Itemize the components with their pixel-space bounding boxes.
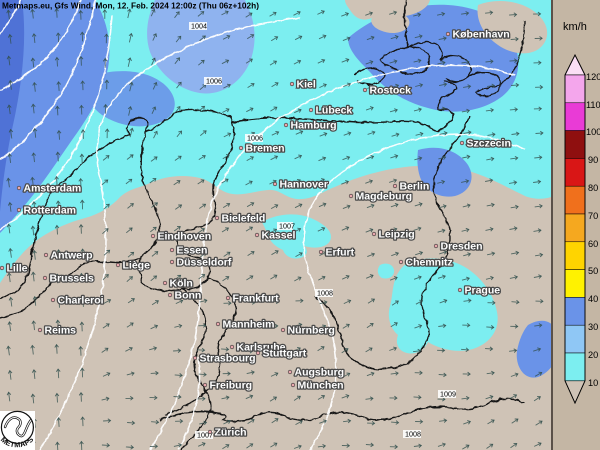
svg-text:80: 80 (588, 183, 598, 193)
svg-text:30: 30 (588, 322, 598, 332)
svg-text:Bonn: Bonn (175, 290, 202, 302)
svg-text:Essen: Essen (177, 245, 208, 257)
svg-text:Kassel: Kassel (262, 230, 296, 242)
svg-text:1006: 1006 (247, 134, 263, 143)
svg-text:90: 90 (588, 155, 598, 165)
svg-text:Antwerp: Antwerp (51, 250, 93, 262)
svg-text:Köln: Köln (170, 278, 193, 290)
svg-text:120: 120 (586, 72, 600, 82)
svg-text:1008: 1008 (405, 430, 421, 439)
svg-text:10: 10 (588, 378, 598, 388)
svg-text:Dresden: Dresden (441, 241, 483, 253)
svg-text:München: München (298, 380, 344, 392)
svg-text:Stuttgart: Stuttgart (263, 348, 307, 360)
svg-text:Metmaps.eu, Gfs Wind, Mon, 12.: Metmaps.eu, Gfs Wind, Mon, 12. Feb. 2024… (2, 1, 259, 11)
svg-text:60: 60 (588, 239, 598, 249)
svg-text:Frankfurt: Frankfurt (233, 293, 280, 305)
svg-text:Szczecin: Szczecin (467, 138, 511, 150)
svg-text:Lübeck: Lübeck (316, 105, 353, 117)
svg-text:Strasbourg: Strasbourg (200, 353, 256, 365)
svg-text:Magdeburg: Magdeburg (356, 191, 413, 203)
svg-text:100: 100 (586, 127, 600, 137)
svg-text:Brussels: Brussels (50, 273, 95, 285)
svg-text:Erfurt: Erfurt (326, 247, 355, 259)
svg-text:Rostock: Rostock (370, 85, 412, 97)
svg-text:Bremen: Bremen (246, 143, 285, 155)
svg-text:50: 50 (588, 266, 598, 276)
svg-text:Düsseldorf: Düsseldorf (177, 257, 232, 269)
svg-text:Liège: Liège (123, 260, 151, 272)
svg-text:Amsterdam: Amsterdam (24, 183, 82, 195)
svg-text:40: 40 (588, 294, 598, 304)
svg-text:Kiel: Kiel (297, 79, 316, 91)
svg-text:110: 110 (586, 100, 600, 110)
svg-text:20: 20 (588, 350, 598, 360)
svg-text:1004: 1004 (191, 22, 207, 31)
svg-text:Augsburg: Augsburg (295, 367, 345, 379)
svg-text:Chemnitz: Chemnitz (406, 257, 453, 269)
svg-text:Leipzig: Leipzig (379, 229, 415, 241)
svg-text:Eindhoven: Eindhoven (158, 231, 212, 243)
svg-text:Hannover: Hannover (280, 179, 328, 191)
svg-text:Nürnberg: Nürnberg (288, 325, 335, 337)
svg-text:Hamburg: Hamburg (291, 120, 337, 132)
svg-text:Zürich: Zürich (215, 427, 247, 439)
svg-text:Lille: Lille (7, 263, 28, 275)
svg-text:Rotterdam: Rotterdam (24, 205, 77, 217)
svg-text:Prague: Prague (465, 285, 501, 297)
svg-text:Freiburg: Freiburg (210, 380, 253, 392)
svg-text:km/h: km/h (563, 21, 587, 33)
svg-text:1009: 1009 (440, 390, 456, 399)
svg-text:Reims: Reims (45, 325, 77, 337)
svg-text:Bielefeld: Bielefeld (222, 213, 266, 225)
svg-text:70: 70 (588, 211, 598, 221)
svg-text:Mannheim: Mannheim (223, 319, 275, 331)
svg-text:Charleroi: Charleroi (58, 295, 104, 307)
svg-text:1008: 1008 (317, 289, 333, 298)
svg-text:1006: 1006 (206, 77, 222, 86)
svg-text:København: København (453, 29, 510, 41)
